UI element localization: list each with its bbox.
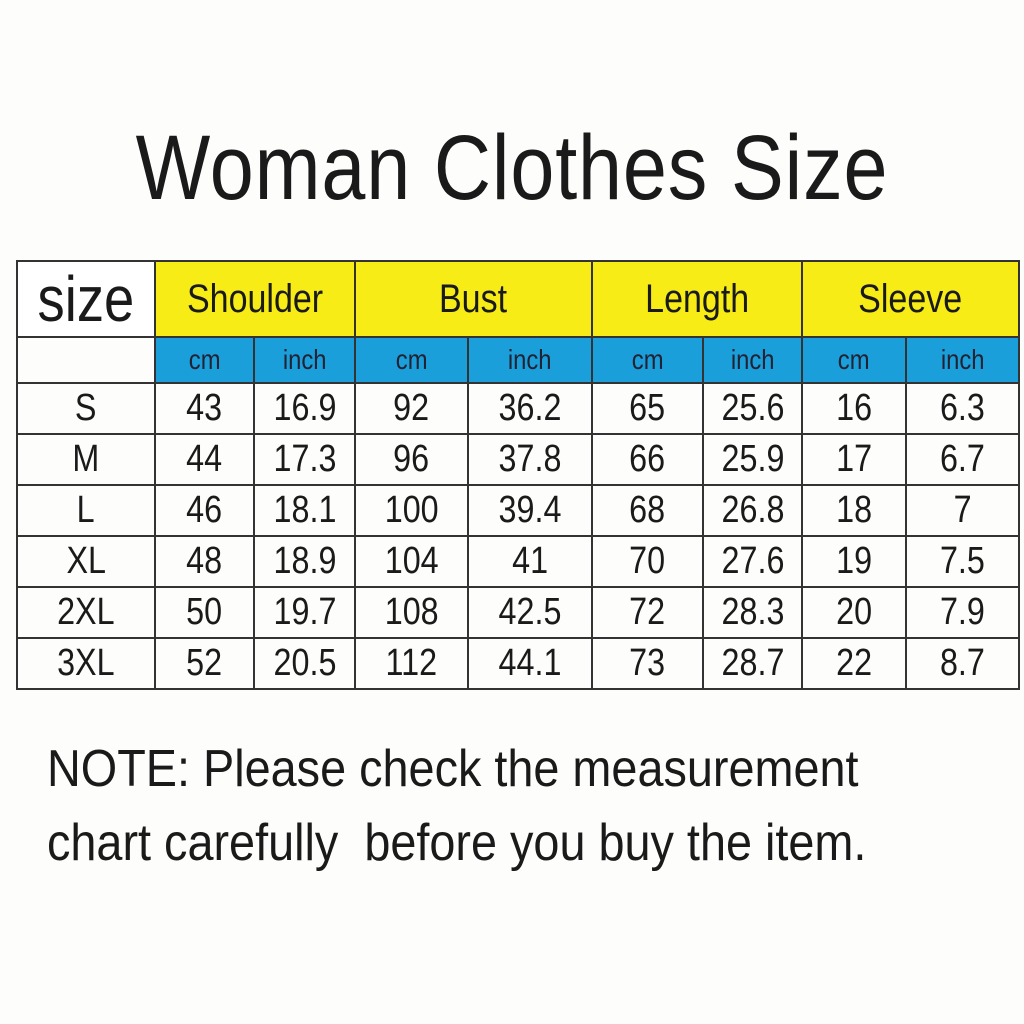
value-cell: 44.1	[467, 637, 593, 690]
value-cell: 28.7	[702, 637, 803, 690]
value-cell: 7.5	[905, 535, 1020, 588]
value-cell: 20	[801, 586, 907, 639]
value-cell: 36.2	[467, 382, 593, 435]
value-cell: 19	[801, 535, 907, 588]
unit-cell: cm	[591, 336, 704, 384]
value-cell: 50	[154, 586, 255, 639]
unit-cell: inch	[702, 336, 803, 384]
value-cell: 104	[354, 535, 469, 588]
value-cell: 43	[154, 382, 255, 435]
value-cell: 37.8	[467, 433, 593, 486]
value-cell: 17	[801, 433, 907, 486]
value-cell: 20.5	[253, 637, 356, 690]
value-cell: 17.3	[253, 433, 356, 486]
table-row: 3XL 52 20.5 112 44.1 73 28.7 22 8.7	[16, 637, 1020, 690]
value-cell: 44	[154, 433, 255, 486]
value-cell: 7.9	[905, 586, 1020, 639]
value-cell: 65	[591, 382, 704, 435]
unit-cell: inch	[467, 336, 593, 384]
value-cell: 27.6	[702, 535, 803, 588]
value-cell: 39.4	[467, 484, 593, 537]
size-cell: M	[16, 433, 156, 486]
page-title: Woman Clothes Size	[135, 117, 889, 219]
value-cell: 18	[801, 484, 907, 537]
value-cell: 25.9	[702, 433, 803, 486]
value-cell: 112	[354, 637, 469, 690]
value-cell: 96	[354, 433, 469, 486]
table-row: XL 48 18.9 104 41 70 27.6 19 7.5	[16, 535, 1020, 588]
unit-cell: cm	[801, 336, 907, 384]
value-cell: 42.5	[467, 586, 593, 639]
value-cell: 25.6	[702, 382, 803, 435]
value-cell: 6.3	[905, 382, 1020, 435]
size-header: size	[16, 260, 156, 338]
value-cell: 26.8	[702, 484, 803, 537]
value-cell: 52	[154, 637, 255, 690]
table-row: S 43 16.9 92 36.2 65 25.6 16 6.3	[16, 382, 1020, 435]
value-cell: 48	[154, 535, 255, 588]
group-header-row: size Shoulder Bust Length Sleeve	[16, 260, 1020, 338]
value-cell: 92	[354, 382, 469, 435]
value-cell: 73	[591, 637, 704, 690]
value-cell: 72	[591, 586, 704, 639]
unit-cell: inch	[253, 336, 356, 384]
unit-cell: cm	[354, 336, 469, 384]
unit-cell: cm	[154, 336, 255, 384]
value-cell: 28.3	[702, 586, 803, 639]
table-row: L 46 18.1 100 39.4 68 26.8 18 7	[16, 484, 1020, 537]
value-cell: 18.9	[253, 535, 356, 588]
value-cell: 46	[154, 484, 255, 537]
group-shoulder: Shoulder	[154, 260, 356, 338]
size-cell: XL	[16, 535, 156, 588]
size-cell: 2XL	[16, 586, 156, 639]
table-row: M 44 17.3 96 37.8 66 25.9 17 6.7	[16, 433, 1020, 486]
group-bust: Bust	[354, 260, 593, 338]
value-cell: 108	[354, 586, 469, 639]
value-cell: 7	[905, 484, 1020, 537]
note-text: NOTE: Please check the measurement chart…	[47, 740, 867, 872]
value-cell: 41	[467, 535, 593, 588]
group-length: Length	[591, 260, 803, 338]
unit-header-row: cm inch cm inch cm inch cm inch	[16, 336, 1020, 384]
value-cell: 70	[591, 535, 704, 588]
value-cell: 16.9	[253, 382, 356, 435]
value-cell: 8.7	[905, 637, 1020, 690]
group-sleeve: Sleeve	[801, 260, 1020, 338]
value-cell: 22	[801, 637, 907, 690]
value-cell: 68	[591, 484, 704, 537]
table-row: 2XL 50 19.7 108 42.5 72 28.3 20 7.9	[16, 586, 1020, 639]
size-cell: 3XL	[16, 637, 156, 690]
size-table: size Shoulder Bust Length Sleeve cm inch…	[16, 260, 1020, 690]
size-cell: S	[16, 382, 156, 435]
size-cell: L	[16, 484, 156, 537]
unit-cell: inch	[905, 336, 1020, 384]
value-cell: 6.7	[905, 433, 1020, 486]
blank-cell	[16, 336, 156, 384]
value-cell: 66	[591, 433, 704, 486]
value-cell: 19.7	[253, 586, 356, 639]
value-cell: 18.1	[253, 484, 356, 537]
value-cell: 16	[801, 382, 907, 435]
value-cell: 100	[354, 484, 469, 537]
